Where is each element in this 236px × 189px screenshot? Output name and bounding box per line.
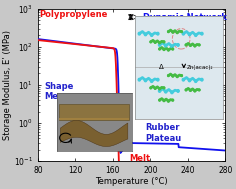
- Text: Shape
Memory: Shape Memory: [44, 82, 83, 101]
- Text: Polypropylene: Polypropylene: [40, 10, 108, 19]
- Text: Melt: Melt: [130, 154, 151, 163]
- Text: Rubber
Plateau: Rubber Plateau: [146, 123, 182, 143]
- X-axis label: Temperature (°C): Temperature (°C): [95, 177, 168, 186]
- Y-axis label: Storage Modulus, E’ (MPa): Storage Modulus, E’ (MPa): [4, 30, 13, 140]
- Text: Dynamic Network: Dynamic Network: [143, 12, 227, 22]
